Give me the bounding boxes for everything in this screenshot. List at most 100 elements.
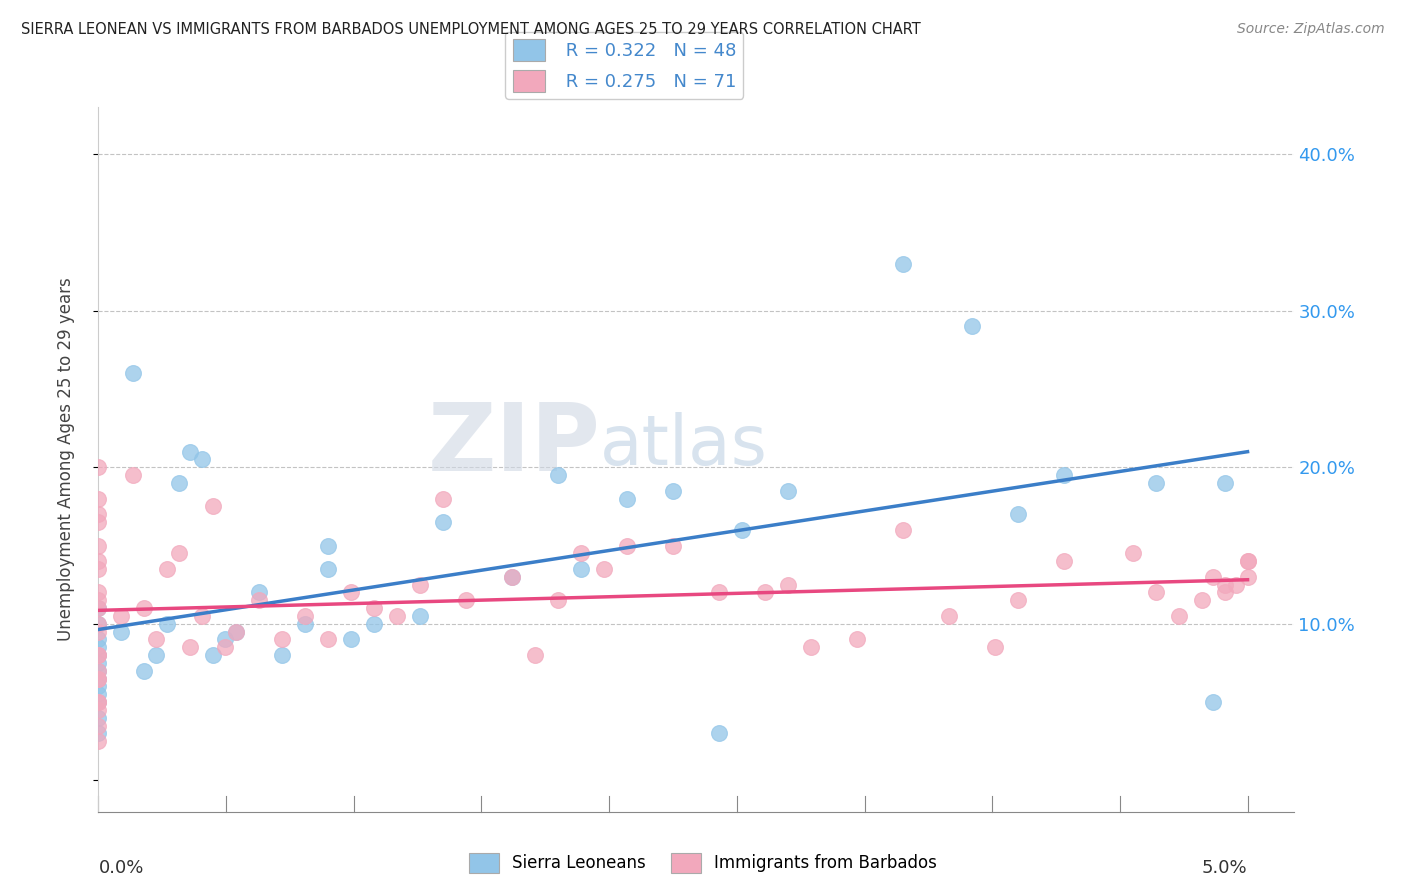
- Point: [87, 672, 110, 686]
- Point: [87, 672, 110, 686]
- Point: [845, 632, 868, 647]
- Point: [616, 539, 638, 553]
- Point: [754, 585, 776, 599]
- Point: [247, 593, 270, 607]
- Point: [1144, 475, 1167, 490]
- Point: [87, 680, 110, 694]
- Point: [87, 703, 110, 717]
- Point: [1236, 570, 1258, 584]
- Point: [225, 624, 247, 639]
- Point: [110, 609, 132, 624]
- Point: [87, 562, 110, 576]
- Point: [1213, 585, 1236, 599]
- Point: [87, 648, 110, 662]
- Point: [167, 546, 190, 560]
- Point: [87, 687, 110, 701]
- Point: [87, 491, 110, 506]
- Point: [134, 664, 156, 678]
- Point: [1007, 507, 1029, 521]
- Point: [501, 570, 523, 584]
- Point: [800, 640, 823, 655]
- Point: [87, 460, 110, 475]
- Point: [294, 616, 316, 631]
- Point: [87, 601, 110, 615]
- Point: [87, 507, 110, 521]
- Point: [225, 624, 247, 639]
- Point: [1213, 577, 1236, 591]
- Point: [432, 491, 454, 506]
- Point: [87, 585, 110, 599]
- Point: [87, 664, 110, 678]
- Point: [87, 554, 110, 568]
- Point: [87, 616, 110, 631]
- Point: [156, 616, 179, 631]
- Point: [247, 585, 270, 599]
- Point: [110, 624, 132, 639]
- Point: [340, 632, 363, 647]
- Point: [214, 640, 236, 655]
- Point: [1225, 577, 1247, 591]
- Point: [501, 570, 523, 584]
- Point: [363, 601, 385, 615]
- Point: [1213, 475, 1236, 490]
- Point: [1007, 593, 1029, 607]
- Point: [731, 523, 754, 537]
- Point: [87, 672, 110, 686]
- Point: [87, 640, 110, 655]
- Point: [316, 539, 339, 553]
- Point: [87, 593, 110, 607]
- Point: [662, 539, 685, 553]
- Point: [1202, 570, 1225, 584]
- Point: [87, 695, 110, 709]
- Point: [891, 523, 914, 537]
- Y-axis label: Unemployment Among Ages 25 to 29 years: Unemployment Among Ages 25 to 29 years: [56, 277, 75, 641]
- Point: [363, 616, 385, 631]
- Point: [145, 648, 167, 662]
- Point: [87, 632, 110, 647]
- Point: [385, 609, 409, 624]
- Point: [524, 648, 547, 662]
- Point: [984, 640, 1007, 655]
- Point: [1122, 546, 1144, 560]
- Point: [409, 609, 432, 624]
- Point: [316, 562, 339, 576]
- Point: [87, 695, 110, 709]
- Point: [776, 577, 799, 591]
- Point: [87, 726, 110, 740]
- Point: [593, 562, 616, 576]
- Point: [616, 491, 638, 506]
- Point: [134, 601, 156, 615]
- Point: [191, 609, 214, 624]
- Point: [179, 444, 201, 458]
- Point: [87, 718, 110, 732]
- Point: [707, 585, 730, 599]
- Point: [432, 515, 454, 529]
- Text: 5.0%: 5.0%: [1202, 859, 1247, 877]
- Point: [569, 562, 592, 576]
- Text: atlas: atlas: [600, 412, 768, 479]
- Point: [1191, 593, 1213, 607]
- Point: [87, 601, 110, 615]
- Point: [202, 648, 225, 662]
- Point: [1144, 585, 1167, 599]
- Point: [340, 585, 363, 599]
- Point: [456, 593, 478, 607]
- Point: [145, 632, 167, 647]
- Point: [87, 664, 110, 678]
- Text: 0.0%: 0.0%: [98, 859, 143, 877]
- Point: [156, 562, 179, 576]
- Point: [707, 726, 730, 740]
- Point: [87, 656, 110, 670]
- Point: [87, 711, 110, 725]
- Point: [122, 468, 145, 483]
- Point: [179, 640, 201, 655]
- Point: [214, 632, 236, 647]
- Point: [87, 515, 110, 529]
- Text: Source: ZipAtlas.com: Source: ZipAtlas.com: [1237, 22, 1385, 37]
- Point: [271, 648, 294, 662]
- Legend: Sierra Leoneans, Immigrants from Barbados: Sierra Leoneans, Immigrants from Barbado…: [463, 847, 943, 880]
- Point: [1053, 468, 1076, 483]
- Point: [87, 734, 110, 748]
- Point: [569, 546, 592, 560]
- Point: [938, 609, 960, 624]
